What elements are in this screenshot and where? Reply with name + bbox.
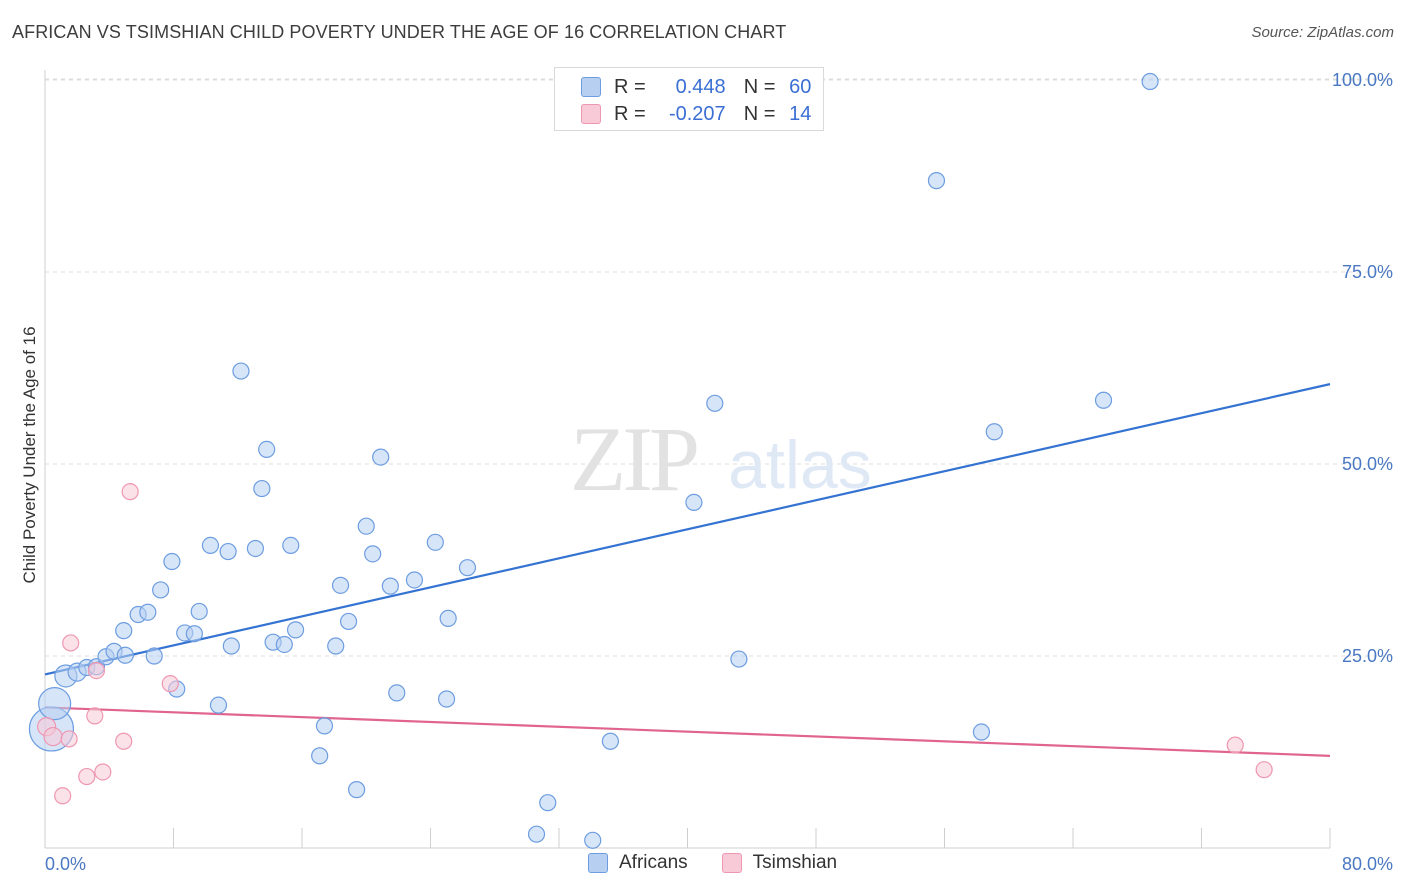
legend-n-label: N =: [743, 102, 776, 125]
african-point: [286, 621, 305, 639]
african-point: [315, 717, 334, 735]
tsimshian-point: [43, 727, 63, 747]
tsimshian-point: [121, 483, 139, 501]
legend-row-africans: R = 0.448 N = 60: [581, 75, 811, 99]
african-point: [116, 646, 134, 664]
african-point: [38, 687, 72, 721]
chart-title: AFRICAN VS TSIMSHIAN CHILD POVERTY UNDER…: [12, 22, 787, 42]
africans-swatch: [581, 77, 601, 97]
tsimshian-point: [62, 634, 80, 652]
bottom-legend-africans[interactable]: Africans: [588, 852, 688, 874]
african-point: [539, 794, 557, 812]
african-point: [730, 650, 748, 668]
african-point: [209, 696, 228, 714]
african-point: [163, 552, 181, 571]
african-point: [222, 637, 240, 655]
african-point: [1094, 391, 1113, 409]
tick-labels: 25.0% 50.0% 75.0% 100.0% 0.0% 80.0%: [45, 70, 1393, 874]
legend-r-label: R =: [614, 75, 646, 98]
x-tick-label-min: 0.0%: [45, 854, 86, 874]
tsimshian-point: [1226, 736, 1244, 754]
legend-r-label: R =: [614, 102, 646, 125]
african-point: [348, 781, 366, 799]
watermark-atlas: atlas: [728, 427, 872, 503]
watermark: ZIP atlas: [570, 408, 872, 510]
african-point: [458, 559, 477, 577]
tsimshian-point: [54, 787, 72, 805]
african-point: [357, 517, 375, 535]
african-point: [527, 825, 546, 843]
african-point: [258, 440, 276, 459]
data-points: [28, 72, 1273, 849]
african-point: [253, 479, 271, 498]
tsimshian-point: [60, 730, 78, 748]
tsimshian-swatch: [721, 853, 742, 873]
y-tick-label: 100.0%: [1332, 70, 1393, 90]
african-point: [219, 542, 237, 561]
african-point: [139, 603, 157, 621]
x-tick-label-max: 80.0%: [1342, 854, 1393, 874]
bottom-legend-tsimshian-label: Tsimshian: [752, 852, 838, 873]
y-tick-label: 25.0%: [1342, 646, 1393, 666]
african-point: [439, 609, 457, 627]
african-point: [426, 533, 444, 551]
african-point: [381, 577, 399, 595]
tsimshian-swatch: [581, 104, 601, 124]
legend-n-label: N =: [743, 75, 776, 98]
african-point: [388, 684, 406, 702]
african-point: [372, 448, 390, 466]
african-point: [927, 172, 946, 190]
tsimshian-point: [94, 763, 112, 781]
bottom-legend-africans-label: Africans: [619, 852, 688, 873]
legend-r-value: 0.448: [675, 75, 726, 98]
african-point: [1141, 72, 1159, 91]
trend-lines: [44, 383, 1331, 757]
african-point: [201, 536, 220, 555]
african-point: [327, 637, 345, 655]
bottom-legend: Africans Tsimshian: [588, 852, 871, 874]
african-point: [152, 581, 170, 599]
african-point: [985, 423, 1003, 441]
tsimshian-point: [161, 675, 179, 693]
african-point: [685, 493, 703, 511]
african-point: [339, 612, 358, 631]
legend-n-value: 60: [789, 75, 812, 98]
african-point: [437, 690, 456, 708]
african-point: [282, 536, 300, 555]
african-point: [190, 602, 208, 621]
african-point: [584, 831, 602, 849]
african-point: [405, 571, 424, 589]
tsimshian-point: [78, 767, 96, 786]
tsimshian-point: [87, 661, 106, 680]
tsimshian-point: [86, 707, 104, 725]
african-point: [364, 545, 382, 563]
legend-r-value: -0.207: [668, 102, 726, 125]
african-point: [185, 625, 203, 643]
african-point: [275, 635, 293, 654]
african-point: [311, 747, 329, 765]
bottom-legend-tsimshian[interactable]: Tsimshian: [721, 852, 838, 874]
africans-trend-line: [44, 383, 1331, 676]
african-point: [246, 539, 265, 558]
african-point: [232, 362, 250, 380]
african-point: [331, 576, 350, 594]
african-point: [706, 394, 724, 412]
legend-n-value: 14: [789, 102, 812, 125]
tsimshian-point: [1255, 761, 1273, 779]
african-point: [972, 723, 991, 741]
african-point: [601, 732, 620, 750]
watermark-zip: ZIP: [570, 408, 697, 510]
legend-row-tsimshian: R = -0.207 N = 14: [581, 102, 811, 126]
legend-box: R = 0.448 N = 60 R = -0.207 N = 14: [554, 67, 824, 131]
y-tick-label: 50.0%: [1342, 454, 1393, 474]
africans-swatch: [588, 853, 608, 873]
source-label: Source: ZipAtlas.com: [1251, 24, 1394, 41]
y-tick-label: 75.0%: [1342, 262, 1393, 282]
tsimshian-point: [115, 732, 133, 750]
african-point: [145, 647, 163, 665]
african-point: [115, 622, 133, 640]
tsimshian-trend-line: [44, 706, 1331, 757]
